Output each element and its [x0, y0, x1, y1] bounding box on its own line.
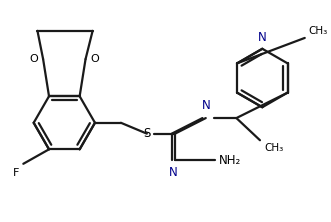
Text: CH₃: CH₃: [308, 26, 328, 36]
Text: N: N: [258, 31, 267, 44]
Text: S: S: [143, 127, 151, 140]
Text: N: N: [168, 166, 177, 179]
Text: O: O: [90, 54, 99, 64]
Text: CH₃: CH₃: [265, 143, 284, 153]
Text: NH₂: NH₂: [219, 154, 241, 167]
Text: O: O: [30, 54, 38, 64]
Text: F: F: [13, 168, 20, 178]
Text: N: N: [201, 99, 210, 112]
